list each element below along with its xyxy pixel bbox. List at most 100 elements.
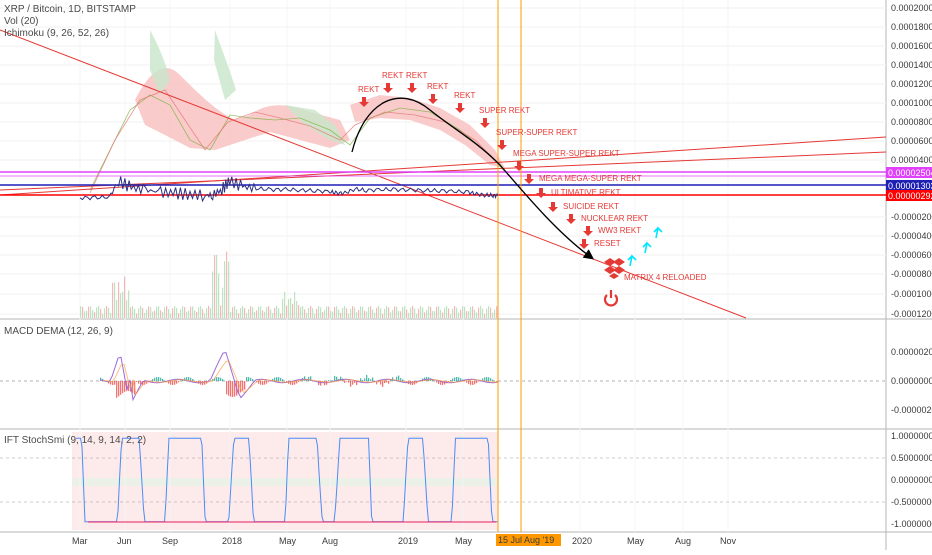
macd-hist-bar: [262, 381, 263, 385]
macd-hist-bar: [386, 381, 387, 383]
volume-bar: [210, 308, 211, 318]
macd-hist-bar: [354, 381, 355, 383]
volume-bar: [494, 310, 495, 318]
volume-bar: [100, 309, 101, 318]
volume-bar: [342, 308, 343, 318]
annotation-label: REKT: [427, 82, 448, 91]
volume-bar: [276, 306, 277, 318]
volume-bar: [480, 306, 481, 318]
volume-bar: [476, 312, 477, 318]
volume-bar: [410, 308, 411, 318]
annotation-label: REKT: [454, 91, 475, 100]
volume-bar: [412, 306, 413, 318]
macd-hist-bar: [176, 381, 177, 384]
volume-bar: [166, 306, 167, 318]
macd-hist-bar: [218, 377, 219, 381]
macd-hist-bar: [380, 381, 381, 385]
macd-hist-bar: [250, 378, 251, 381]
macd-hist-bar: [232, 381, 233, 397]
macd-hist-bar: [370, 379, 371, 381]
volume-bar: [242, 306, 243, 318]
volume-bar: [250, 306, 251, 318]
volume-bar: [104, 308, 105, 318]
volume-bar: [262, 311, 263, 318]
volume-bar: [182, 306, 183, 318]
volume-bar: [146, 309, 147, 318]
volume-bar: [434, 311, 435, 318]
volume-bar: [178, 313, 179, 318]
volume-bar: [244, 308, 245, 318]
volume-bar: [352, 306, 353, 318]
volume-bar: [200, 306, 201, 318]
volume-bar: [190, 307, 191, 318]
macd-hist-bar: [344, 381, 345, 383]
x-tick-label: Jun: [117, 536, 132, 546]
volume-bar: [212, 272, 213, 318]
volume-bar: [302, 306, 303, 318]
macd-hist-bar: [490, 378, 491, 381]
volume-bar: [478, 308, 479, 318]
macd-hist-bar: [248, 377, 249, 381]
volume-bar: [486, 309, 487, 318]
volume-bar: [90, 306, 91, 318]
macd-hist-bar: [334, 376, 335, 381]
volume-bar: [362, 307, 363, 318]
legend-macd-title: MACD DEMA (12, 26, 9): [4, 326, 113, 338]
volume-bar: [162, 312, 163, 318]
volume-bar: [118, 282, 119, 318]
x-tick-label: 2018: [222, 536, 242, 546]
volume-bar: [318, 306, 319, 318]
volume-bar: [314, 314, 315, 318]
macd-hist-bar: [488, 377, 489, 381]
macd-hist-bar: [452, 379, 453, 381]
volume-bar: [368, 307, 369, 318]
annotation-label: MEGA MEGA-SUPER REKT: [539, 174, 642, 183]
volume-bar: [416, 314, 417, 318]
macd-hist-bar: [372, 377, 373, 381]
volume-bar: [246, 313, 247, 318]
volume-bar: [208, 306, 209, 318]
volume-bar: [96, 307, 97, 318]
macd-hist-bar: [192, 379, 193, 381]
volume-bar: [260, 307, 261, 318]
volume-bar: [114, 283, 115, 318]
volume-bar: [326, 306, 327, 318]
legend-top: XRP / Bitcoin, 1D, BITSTAMP Vol (20) Ich…: [4, 4, 136, 40]
volume-bar: [462, 306, 463, 318]
volume-bar: [356, 312, 357, 318]
macd-hist-bar: [276, 377, 277, 381]
macd-hist-bar: [156, 377, 157, 381]
macd-hist-bar: [454, 377, 455, 381]
volume-bar: [278, 308, 279, 318]
volume-bar: [256, 310, 257, 318]
macd-hist-bar: [368, 378, 369, 381]
volume-bar: [282, 299, 283, 318]
volume-bar: [142, 308, 143, 318]
volume-bar: [472, 306, 473, 318]
volume-bar: [84, 311, 85, 318]
legend-symbol: XRP / Bitcoin, 1D, BITSTAMP: [4, 4, 136, 16]
volume-bar: [120, 293, 121, 318]
volume-bar: [394, 306, 395, 318]
macd-hist-bar: [392, 377, 393, 381]
ift-zone-green: [72, 478, 498, 486]
annotation-label: RESET: [594, 239, 621, 248]
y-tick-label: -0.00004000: [891, 231, 932, 241]
volume-bar: [94, 312, 95, 318]
volume-bar: [144, 313, 145, 318]
volume-bar: [450, 314, 451, 318]
volume-bar: [396, 307, 397, 318]
volume-bar: [220, 305, 221, 318]
volume-bar: [350, 309, 351, 318]
annotation-label: SUICIDE REKT: [563, 202, 619, 211]
volume-bar: [156, 307, 157, 318]
macd-hist-bar: [228, 381, 229, 396]
volume-bar: [330, 311, 331, 318]
level-red-label: 0.00000292: [888, 191, 932, 201]
